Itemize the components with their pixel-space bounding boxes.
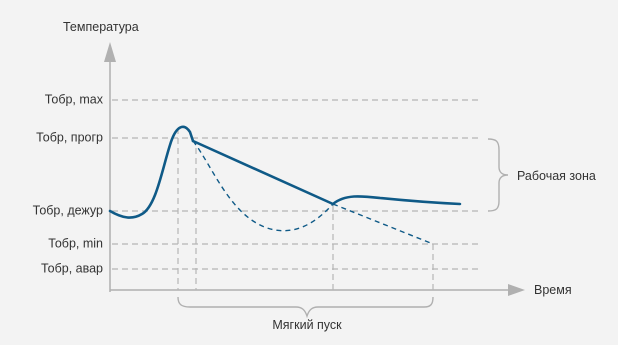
level-label-dezhur: Тобр, дежур	[33, 203, 103, 217]
stabilized-curve	[331, 195, 462, 206]
x-axis-label: Время	[534, 283, 572, 297]
level-label-progr: Тобр, прогр	[36, 130, 103, 144]
working-zone-brace	[487, 138, 509, 212]
y-axis-arrow	[104, 42, 116, 62]
level-label-max: Тобр, max	[45, 92, 104, 106]
temperature-curve-solid	[108, 125, 195, 219]
soft-start-descent-line	[191, 139, 335, 206]
working-zone-label: Рабочая зона	[517, 169, 596, 183]
soft-start-brace	[177, 296, 434, 319]
level-label-min: Тобр, min	[48, 236, 103, 250]
soft-start-label: Мягкий пуск	[272, 318, 342, 332]
level-label-avar: Тобр, авар	[41, 261, 103, 275]
y-axis-label: Температура	[63, 20, 139, 34]
x-axis-arrow	[508, 284, 525, 296]
overshoot-projection-dashed	[332, 203, 434, 245]
cooling-curve-dashed	[192, 140, 334, 232]
